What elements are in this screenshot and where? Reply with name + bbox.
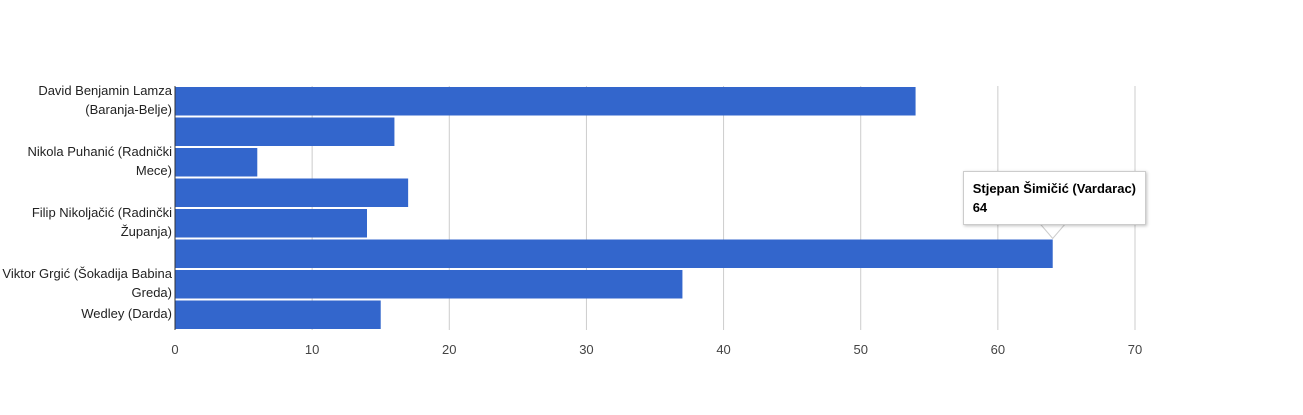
x-tick-label: 40 [716, 342, 730, 357]
y-tick-label: Wedley (Darda) [81, 306, 172, 322]
bar [175, 270, 683, 299]
y-tick-label: Nikola Puhanić (Radnički Mece) [27, 144, 172, 179]
x-tick-label: 60 [991, 342, 1005, 357]
bar [175, 300, 381, 329]
bar [175, 239, 1053, 268]
x-tick-label: 70 [1128, 342, 1142, 357]
x-tick-label: 10 [305, 342, 319, 357]
x-tick-label: 0 [171, 342, 178, 357]
tooltip-value: 64 [972, 199, 988, 215]
y-tick-label: Filip Nikoljačić (Radinčki Županja) [31, 205, 172, 240]
bar [175, 148, 258, 177]
bar [175, 178, 409, 207]
x-tick-label: 50 [853, 342, 867, 357]
x-tick-label: 20 [442, 342, 456, 357]
bar [175, 117, 395, 146]
tooltip-pointer [1040, 224, 1066, 240]
bar [175, 209, 367, 238]
bar [175, 87, 916, 116]
y-tick-label: David Benjamin Lamza (Baranja-Belje) [38, 83, 172, 118]
y-tick-label: Viktor Grgić (Šokadija Babina Greda) [2, 266, 172, 301]
tooltip-title: Stjepan Šimičić (Vardarac) [972, 180, 1136, 196]
tooltip: Stjepan Šimičić (Vardarac) 64 [962, 170, 1146, 225]
x-tick-label: 30 [579, 342, 593, 357]
